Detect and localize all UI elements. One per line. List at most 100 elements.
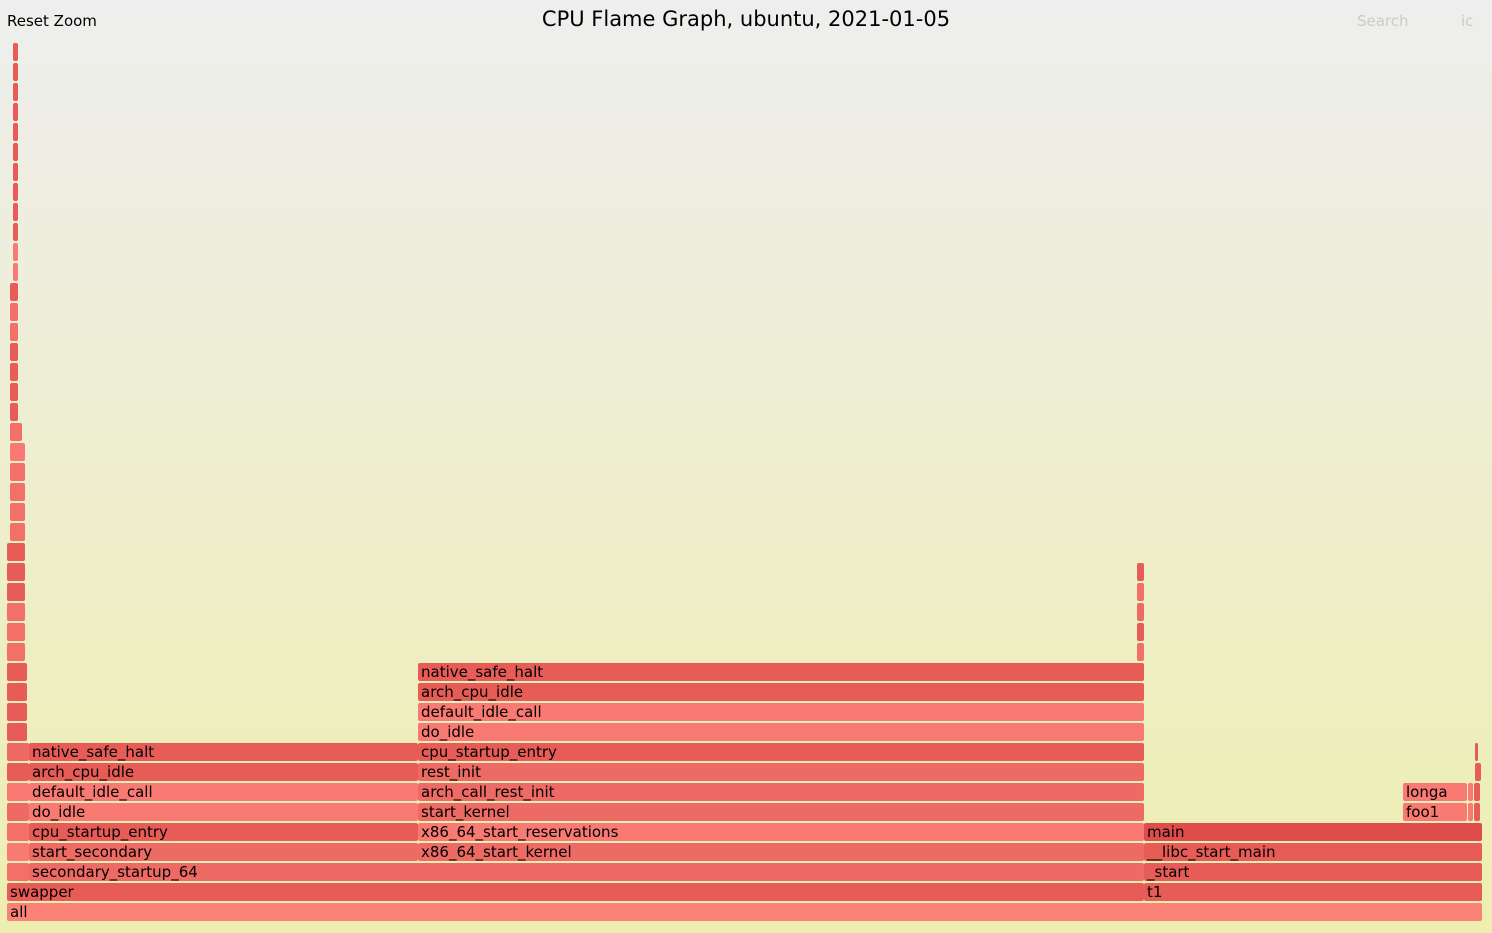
frame-label: cpu_startup_entry: [32, 823, 168, 841]
frame[interactable]: [7, 643, 25, 661]
frame-label: arch_cpu_idle: [32, 763, 135, 781]
frame[interactable]: [1475, 763, 1481, 781]
frame-do-idle[interactable]: do_idle: [29, 803, 418, 821]
frame[interactable]: [1468, 803, 1473, 821]
frame[interactable]: [13, 83, 18, 101]
frame-label: _start: [1147, 863, 1190, 881]
frame-label: all: [10, 903, 28, 921]
frame-label: do_idle: [32, 803, 86, 821]
search-button[interactable]: Search: [1357, 12, 1409, 30]
frame-x86-64-start-reservations[interactable]: x86_64_start_reservations: [418, 823, 1144, 841]
frame-label: swapper: [10, 883, 74, 901]
frame[interactable]: [13, 163, 18, 181]
frame[interactable]: [7, 703, 27, 721]
frame[interactable]: [13, 43, 18, 61]
frame[interactable]: [7, 603, 25, 621]
frame[interactable]: [1137, 643, 1144, 661]
frame-label: x86_64_start_reservations: [421, 823, 619, 841]
frame-swapper[interactable]: swapper: [7, 883, 1144, 901]
page-title: CPU Flame Graph, ubuntu, 2021-01-05: [541, 7, 951, 31]
frame-arch-cpu-idle[interactable]: arch_cpu_idle: [418, 683, 1144, 701]
frame[interactable]: [10, 423, 22, 441]
frame-start-secondary[interactable]: start_secondary: [29, 843, 418, 861]
frame-cpu-startup-entry[interactable]: cpu_startup_entry: [418, 743, 1144, 761]
frame-label: t1: [1147, 883, 1163, 901]
frame[interactable]: [7, 823, 29, 841]
frame[interactable]: [1474, 783, 1480, 801]
frame[interactable]: [7, 863, 29, 881]
frame[interactable]: [1137, 563, 1144, 581]
frame[interactable]: [7, 563, 25, 581]
frame[interactable]: [13, 203, 18, 221]
frame[interactable]: [7, 843, 29, 861]
frame[interactable]: [10, 483, 25, 501]
frame-start-kernel[interactable]: start_kernel: [418, 803, 1144, 821]
frame[interactable]: [7, 543, 25, 561]
ignore-case-toggle[interactable]: ic: [1461, 12, 1474, 30]
frame-label: main: [1147, 823, 1185, 841]
frame-secondary-startup-64[interactable]: secondary_startup_64: [29, 863, 1144, 881]
frame-arch-cpu-idle[interactable]: arch_cpu_idle: [29, 763, 418, 781]
frame-foo1[interactable]: foo1: [1403, 803, 1467, 821]
frame[interactable]: [13, 123, 18, 141]
frame[interactable]: [1475, 743, 1478, 761]
frame[interactable]: [10, 303, 18, 321]
frame[interactable]: [7, 723, 27, 741]
frame[interactable]: [13, 143, 18, 161]
frame-all[interactable]: all: [7, 903, 1482, 921]
frame[interactable]: [1474, 803, 1480, 821]
frame[interactable]: [10, 363, 18, 381]
frame[interactable]: [7, 803, 29, 821]
frame-do-idle[interactable]: do_idle: [418, 723, 1144, 741]
frame-default-idle-call[interactable]: default_idle_call: [418, 703, 1144, 721]
frame[interactable]: [10, 503, 25, 521]
frame[interactable]: [13, 63, 18, 81]
frame-label: rest_init: [421, 763, 481, 781]
frame[interactable]: [10, 343, 18, 361]
frame[interactable]: [13, 243, 18, 261]
frame[interactable]: [1137, 603, 1144, 621]
frame-rest-init[interactable]: rest_init: [418, 763, 1144, 781]
frame-native-safe-halt[interactable]: native_safe_halt: [418, 663, 1144, 681]
frame[interactable]: [7, 783, 29, 801]
frame[interactable]: [1137, 623, 1144, 641]
frame[interactable]: [7, 623, 25, 641]
frame-label: default_idle_call: [32, 783, 153, 801]
frame[interactable]: [7, 763, 29, 781]
frame[interactable]: [7, 743, 29, 761]
frame[interactable]: [1137, 583, 1144, 601]
frame-native-safe-halt[interactable]: native_safe_halt: [29, 743, 418, 761]
frame[interactable]: [7, 663, 27, 681]
frame-t1[interactable]: t1: [1144, 883, 1482, 901]
frame[interactable]: [13, 223, 18, 241]
frame[interactable]: [10, 283, 18, 301]
frame-libc-start-main[interactable]: __libc_start_main: [1144, 843, 1482, 861]
frame-label: __libc_start_main: [1147, 843, 1276, 861]
frame-cpu-startup-entry[interactable]: cpu_startup_entry: [29, 823, 418, 841]
frame-label: longa: [1406, 783, 1448, 801]
frame[interactable]: [7, 583, 25, 601]
reset-zoom-button[interactable]: Reset Zoom: [7, 12, 97, 30]
frame-longa[interactable]: longa: [1403, 783, 1467, 801]
frame[interactable]: [13, 183, 18, 201]
frame-label: default_idle_call: [421, 703, 542, 721]
frame[interactable]: [7, 683, 27, 701]
frame-label: start_secondary: [32, 843, 153, 861]
frame[interactable]: [1468, 783, 1473, 801]
frame-default-idle-call[interactable]: default_idle_call: [29, 783, 418, 801]
frame[interactable]: [10, 403, 18, 421]
frame[interactable]: [10, 383, 18, 401]
frame[interactable]: [10, 323, 18, 341]
frame-arch-call-rest-init[interactable]: arch_call_rest_init: [418, 783, 1144, 801]
frame[interactable]: [10, 443, 25, 461]
frame-label: start_kernel: [421, 803, 510, 821]
frame[interactable]: [10, 463, 25, 481]
frame-main[interactable]: main: [1144, 823, 1482, 841]
frame-x86-64-start-kernel[interactable]: x86_64_start_kernel: [418, 843, 1144, 861]
frame[interactable]: [13, 263, 18, 281]
frame[interactable]: [10, 523, 25, 541]
frame[interactable]: [13, 103, 18, 121]
frame-start[interactable]: _start: [1144, 863, 1482, 881]
frame-label: do_idle: [421, 723, 475, 741]
